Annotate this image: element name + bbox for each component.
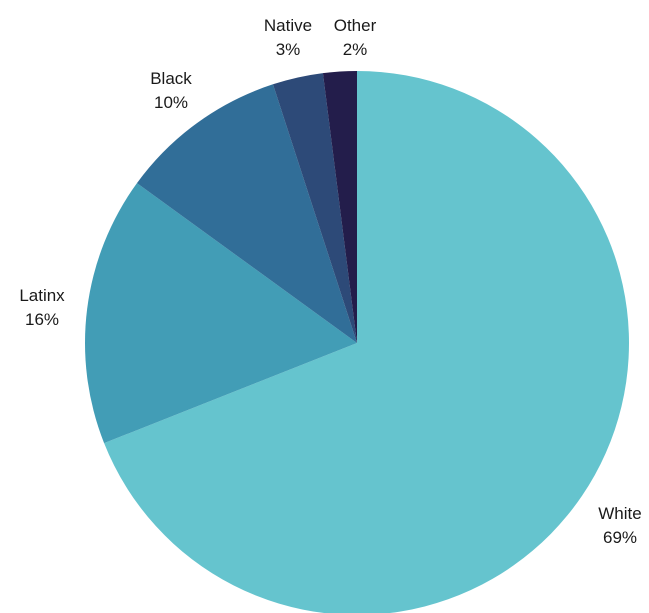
- slice-label-other: Other 2%: [334, 16, 377, 59]
- slice-percent-label: 16%: [25, 310, 59, 329]
- slice-label-native: Native 3%: [264, 16, 312, 59]
- slice-category-label: White: [598, 504, 641, 523]
- slice-label-white: White 69%: [598, 504, 641, 547]
- slice-percent-label: 3%: [276, 40, 301, 59]
- pie-slice-black: [136, 84, 357, 343]
- slice-percent-label: 2%: [343, 40, 368, 59]
- pie-slice-native: [272, 73, 357, 343]
- slice-category-label: Other: [334, 16, 377, 35]
- slice-label-black: Black 10%: [150, 69, 192, 112]
- slice-label-latinx: Latinx 16%: [19, 286, 65, 329]
- pie-slice-latinx: [84, 183, 358, 444]
- slice-category-label: Black: [150, 69, 192, 88]
- slice-percent-label: 10%: [154, 93, 188, 112]
- slice-category-label: Native: [264, 16, 312, 35]
- pie-slices: [84, 71, 629, 613]
- pie-slice-other: [322, 71, 357, 343]
- pie-labels: White 69% Latinx 16% Black 10% Native 3% Other 2%: [19, 16, 641, 547]
- slice-percent-label: 69%: [603, 528, 637, 547]
- slice-category-label: Latinx: [19, 286, 65, 305]
- pie-slice-white: [104, 71, 629, 613]
